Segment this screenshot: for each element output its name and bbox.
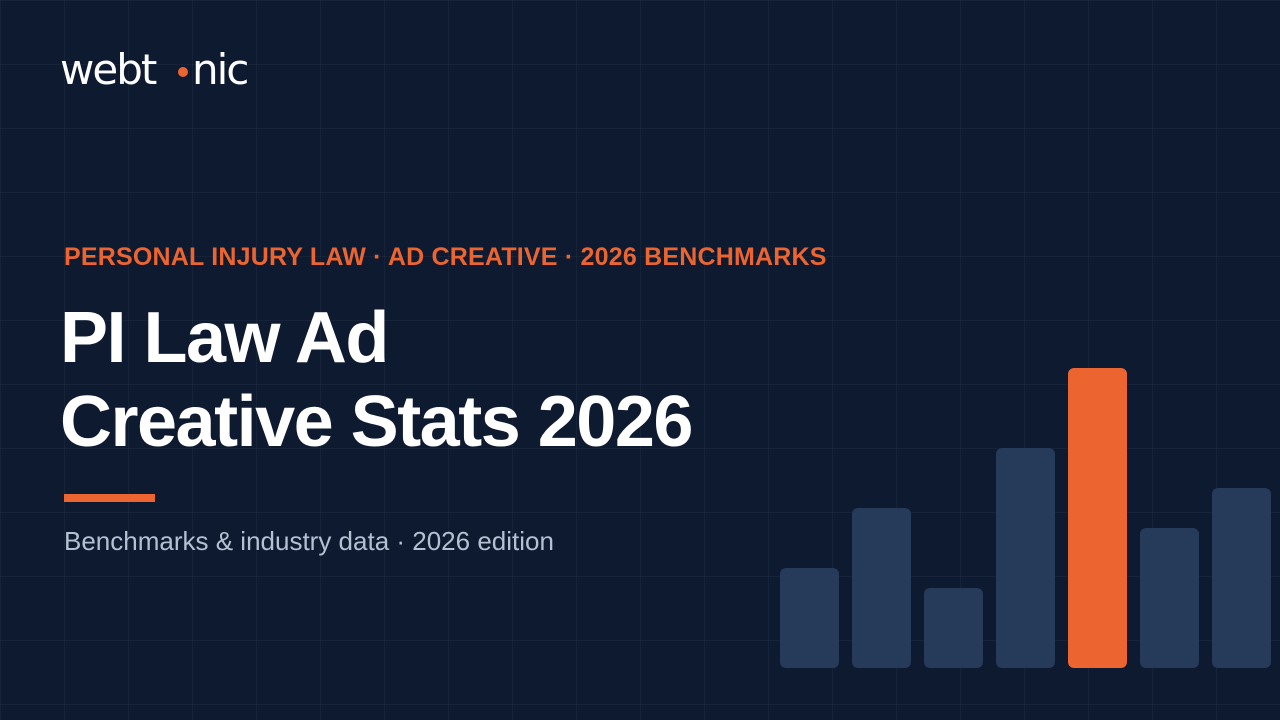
page-title-line-2: Creative Stats 2026 xyxy=(60,382,693,462)
eyebrow-label: PERSONAL INJURY LAW · AD CREATIVE · 2026… xyxy=(64,243,827,271)
decorative-bar xyxy=(996,448,1055,668)
webtonic-logo-icon: webt nic xyxy=(60,46,249,94)
decorative-bar xyxy=(852,508,911,668)
svg-text:nic: nic xyxy=(192,46,247,94)
decorative-bar xyxy=(1140,528,1199,668)
decorative-bar xyxy=(1068,368,1127,668)
logo-dot-icon xyxy=(178,67,188,77)
brand-logo: webt nic xyxy=(60,46,272,96)
decorative-bar xyxy=(1212,488,1271,668)
decorative-bar-graphic xyxy=(780,368,1272,668)
page-title: PI Law Ad Creative Stats 2026 xyxy=(60,296,693,464)
decorative-bar xyxy=(924,588,983,668)
decorative-bar xyxy=(780,568,839,668)
page-title-line-1: PI Law Ad xyxy=(60,298,389,378)
svg-text:webt: webt xyxy=(60,46,157,94)
accent-divider xyxy=(64,494,155,502)
subtitle: Benchmarks & industry data · 2026 editio… xyxy=(64,526,554,556)
